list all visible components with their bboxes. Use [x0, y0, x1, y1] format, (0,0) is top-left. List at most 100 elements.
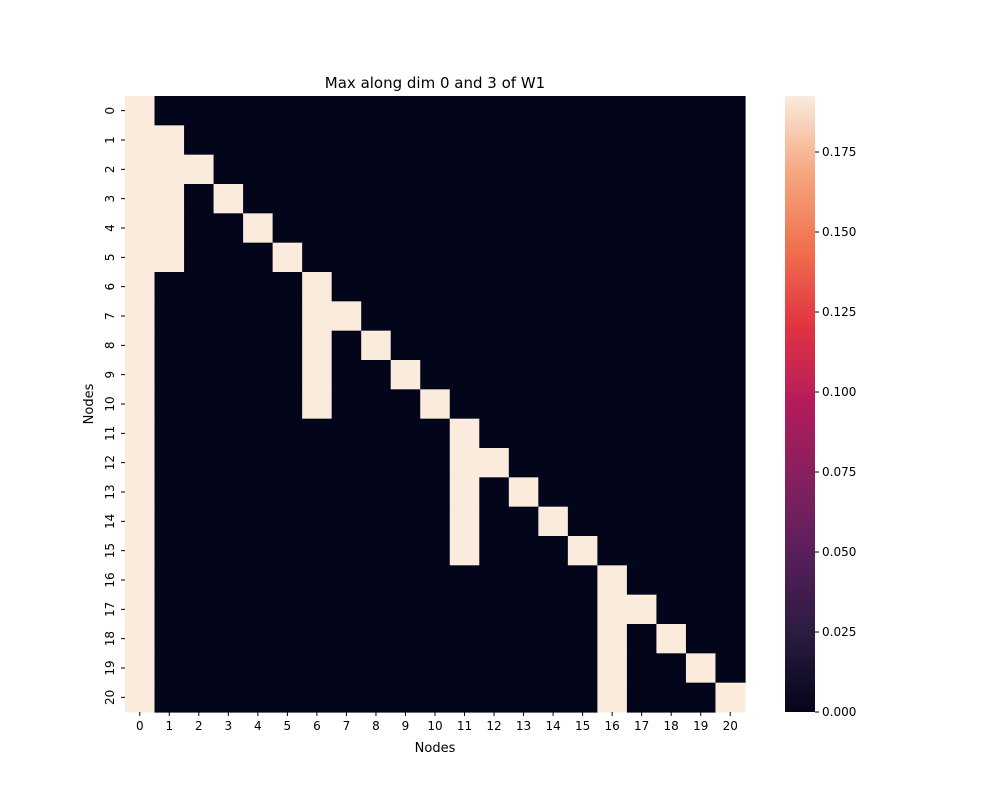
heatmap-cell: [626, 213, 658, 244]
heatmap-cell: [538, 594, 569, 625]
heatmap-cell: [508, 448, 539, 478]
heatmap-cell: [331, 448, 362, 478]
heatmap-cell: [567, 272, 598, 302]
heatmap-cell: [715, 125, 746, 156]
heatmap-cell: [213, 506, 244, 537]
heatmap-cell: [449, 418, 480, 449]
heatmap-cell: [184, 624, 215, 654]
heatmap-cell: [184, 154, 215, 185]
heatmap-cell: [302, 213, 333, 244]
heatmap-cell: [715, 418, 746, 449]
heatmap-cell: [302, 653, 333, 684]
heatmap-cell: [567, 96, 598, 126]
heatmap-cell: [125, 96, 156, 126]
heatmap-cell: [597, 536, 628, 566]
heatmap-cell: [597, 624, 628, 654]
heatmap-cell: [508, 389, 539, 420]
heatmap-cell: [154, 96, 185, 126]
heatmap-cell: [272, 154, 303, 185]
heatmap-cell: [213, 272, 244, 302]
heatmap-cell: [125, 506, 156, 537]
heatmap-cell: [685, 448, 717, 478]
heatmap-cell: [302, 682, 333, 713]
heatmap-cell: [656, 624, 687, 654]
heatmap-cell: [331, 653, 362, 684]
heatmap-cell: [449, 448, 480, 478]
heatmap-cell: [420, 301, 451, 332]
heatmap-cell: [567, 213, 598, 244]
heatmap-cell: [449, 565, 480, 596]
heatmap-cell: [685, 389, 717, 420]
heatmap-cell: [390, 125, 421, 156]
heatmap-cell: [685, 125, 717, 156]
heatmap-cell: [685, 213, 717, 244]
heatmap-cell: [420, 272, 451, 302]
heatmap-cell: [272, 682, 303, 713]
heatmap-cell: [154, 594, 185, 625]
heatmap-cell: [302, 506, 333, 537]
heatmap-cell: [715, 448, 746, 478]
heatmap-cell: [243, 448, 274, 478]
y-tick-label: 11: [103, 426, 117, 441]
y-tick-label: 0: [103, 107, 117, 115]
heatmap-cell: [243, 536, 274, 566]
heatmap-cell: [538, 536, 569, 566]
heatmap-cell: [125, 154, 156, 185]
heatmap-cell: [213, 301, 244, 332]
y-tick-label: 16: [103, 572, 117, 587]
heatmap-cell: [597, 96, 628, 126]
heatmap-cell: [184, 536, 215, 566]
colorbar-tick-label: 0.100: [822, 385, 856, 399]
heatmap-cell: [567, 448, 598, 478]
heatmap-cell: [685, 96, 717, 126]
heatmap-cell: [685, 477, 717, 508]
heatmap-cell: [715, 154, 746, 185]
heatmap-cell: [626, 330, 658, 361]
heatmap-cell: [626, 624, 658, 654]
heatmap-cell: [184, 272, 215, 302]
heatmap-cell: [361, 154, 392, 185]
heatmap-cell: [331, 624, 362, 654]
heatmap-cell: [597, 506, 628, 537]
heatmap-cell: [125, 594, 156, 625]
heatmap-cell: [420, 682, 451, 713]
heatmap-cell: [449, 594, 480, 625]
colorbar-tick-label: 0.000: [822, 705, 856, 719]
heatmap-cell: [243, 301, 274, 332]
x-tick-label: 3: [225, 719, 233, 733]
heatmap-cell: [538, 213, 569, 244]
x-tick-label: 11: [457, 719, 472, 733]
heatmap-cell: [538, 653, 569, 684]
heatmap-cell: [656, 448, 687, 478]
heatmap-cell: [656, 594, 687, 625]
heatmap-cell: [508, 360, 539, 390]
heatmap-cell: [154, 418, 185, 449]
heatmap-cell: [154, 330, 185, 361]
y-tick-label: 12: [103, 455, 117, 470]
heatmap-cell: [331, 477, 362, 508]
heatmap-cell: [449, 125, 480, 156]
heatmap-cell: [184, 418, 215, 449]
heatmap-cell: [597, 682, 628, 713]
heatmap-cell: [597, 418, 628, 449]
heatmap-cell: [538, 682, 569, 713]
heatmap-cell: [538, 477, 569, 508]
heatmap-cell: [243, 418, 274, 449]
heatmap-cell: [656, 96, 687, 126]
y-tick-label: 18: [103, 631, 117, 646]
heatmap-cell: [361, 360, 392, 390]
heatmap-cell: [213, 360, 244, 390]
chart-title: Max along dim 0 and 3 of W1: [325, 74, 545, 92]
heatmap-cell: [449, 682, 480, 713]
heatmap-cell: [243, 360, 274, 390]
heatmap-cell: [449, 624, 480, 654]
heatmap-cell: [538, 301, 569, 332]
x-tick-label: 1: [165, 719, 173, 733]
heatmap-cell: [184, 213, 215, 244]
y-tick-label: 19: [103, 660, 117, 675]
heatmap-cell: [302, 360, 333, 390]
heatmap-cell: [243, 272, 274, 302]
heatmap-cell: [449, 213, 480, 244]
